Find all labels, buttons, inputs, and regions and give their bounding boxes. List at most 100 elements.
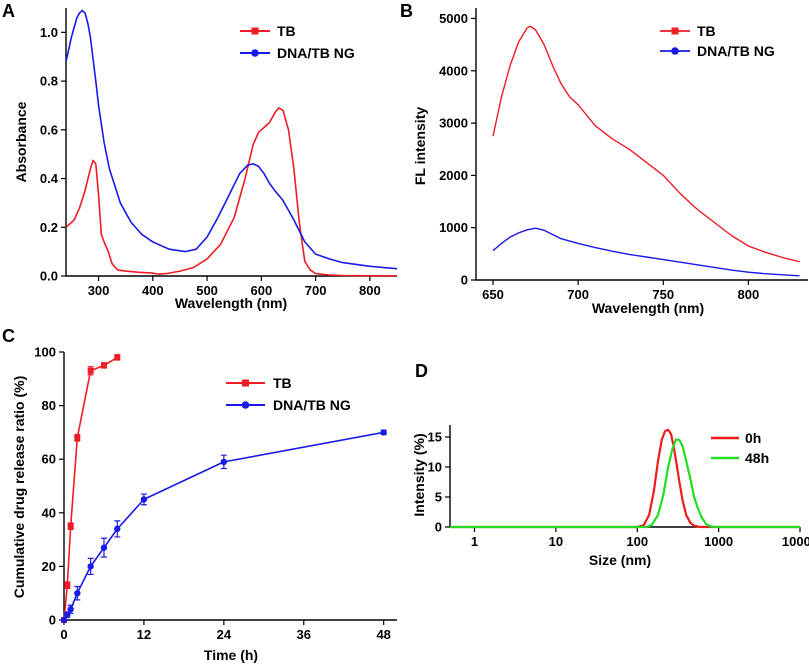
data-point-tb: [114, 354, 121, 361]
panel-b-series: [492, 25, 800, 277]
x-tick-label: 500: [196, 283, 218, 298]
data-point-dna-tb-ng: [220, 458, 228, 466]
chart-panel-b: 0 1000 2000 3000 4000 5000 650 700 750 800 Wavel…: [412, 8, 808, 316]
panel-label-c: C: [2, 326, 15, 346]
data-point-dna-tb-ng: [380, 429, 387, 436]
y-tick-label: 0.4: [40, 171, 59, 186]
data-point-dna-tb-ng: [64, 611, 71, 618]
y-tick-label: 0.0: [40, 269, 58, 284]
data-point-dna-tb-ng: [87, 563, 94, 570]
legend-marker-tb: [251, 27, 259, 35]
y-tick-label: 0: [49, 613, 56, 628]
y-tick-label: 40: [42, 505, 56, 520]
panel-c-axes: [63, 352, 397, 621]
panel-d-series: [450, 428, 800, 529]
y-tick-label: 4000: [439, 63, 468, 78]
y-tick-label: 1000: [439, 220, 468, 235]
data-point-tb: [64, 582, 71, 589]
chart-panel-a: 0.0 0.2 0.4 0.6 0.8 1.0 300 400 500 600 700 800 Wa…: [13, 8, 398, 311]
x-tick-label: 800: [738, 287, 760, 302]
y-tick-label: 0.8: [40, 74, 58, 89]
series-line-0h: [450, 428, 800, 529]
panel-b-x-label: Wavelength (nm): [592, 300, 704, 316]
panel-a-legend: TB DNA/TB NG: [240, 23, 355, 61]
legend-label-tb: TB: [277, 23, 296, 39]
x-tick-label: 600: [250, 283, 272, 298]
panel-a-x-ticks: 300 400 500 600 700 800: [88, 276, 381, 298]
legend-marker-tb: [671, 27, 679, 35]
legend-label-48h: 48h: [745, 450, 769, 466]
y-tick-label: 0: [461, 273, 468, 288]
data-point-tb: [74, 434, 81, 441]
panel-c-x-label: Time (h): [204, 647, 258, 663]
legend-label-tb: TB: [273, 375, 292, 391]
series-line-dna-tb-ng: [65, 9, 398, 270]
panel-d-y-ticks: 0 5 10 15: [428, 430, 450, 535]
x-tick-label: 700: [567, 287, 589, 302]
panel-a-series: [65, 9, 398, 277]
series-line-tb: [65, 107, 397, 277]
x-tick-label: 10: [549, 534, 563, 549]
legend-label-dna-tb-ng: DNA/TB NG: [697, 43, 775, 59]
legend-marker-tb: [242, 379, 249, 387]
legend-label-dna-tb-ng: DNA/TB NG: [273, 397, 351, 413]
series-line-dna-tb-ng: [492, 227, 800, 277]
panel-label-a: A: [2, 1, 15, 21]
x-tick-label: 48: [376, 627, 390, 642]
legend-label-dna-tb-ng: DNA/TB NG: [277, 45, 355, 61]
panel-c-y-ticks: 0 20 40 60 80 100: [34, 345, 64, 628]
panel-b-x-ticks: 650 700 750 800: [482, 280, 759, 302]
legend-marker-dna-tb-ng: [251, 49, 259, 57]
x-tick-label: 400: [142, 283, 164, 298]
data-point-dna-tb-ng: [60, 616, 68, 624]
y-tick-label: 0.6: [40, 122, 58, 137]
series-line-tb: [63, 356, 118, 621]
panel-d-x-label: Size (nm): [589, 552, 651, 568]
y-tick-label: 3000: [439, 116, 468, 131]
panel-c-y-label: Cumulative drug release ratio (%): [11, 376, 27, 599]
panel-d-legend: 0h 48h: [711, 430, 769, 466]
y-tick-label: 2000: [439, 168, 468, 183]
chart-panel-d: 0 5 10 15 1 10 100 1000 10000 Size (nm) Intensi…: [411, 425, 809, 568]
panel-a-y-label: Absorbance: [13, 101, 29, 182]
panel-b-y-label: FL intensity: [412, 107, 428, 186]
y-tick-label: 100: [34, 345, 56, 360]
data-point-dna-tb-ng: [114, 525, 121, 533]
y-tick-label: 5: [435, 490, 442, 505]
x-tick-label: 10000: [782, 534, 809, 549]
panel-c-legend: TB DNA/TB NG: [226, 375, 351, 413]
data-point-dna-tb-ng: [67, 606, 74, 613]
series-line-tb: [492, 25, 800, 263]
y-tick-label: 20: [42, 559, 56, 574]
panel-c-x-ticks: 0 12 24 36 48: [60, 620, 391, 642]
legend-label-0h: 0h: [745, 430, 761, 446]
y-tick-label: 0.2: [40, 220, 58, 235]
y-tick-label: 80: [42, 398, 56, 413]
y-tick-label: 5000: [439, 11, 468, 26]
x-tick-label: 800: [359, 283, 381, 298]
y-tick-label: 60: [42, 452, 56, 467]
data-point-dna-tb-ng: [74, 590, 81, 597]
panel-a-y-ticks: 0.0 0.2 0.4 0.6 0.8 1.0: [40, 25, 66, 284]
x-tick-label: 300: [88, 283, 110, 298]
legend-label-tb: TB: [697, 23, 716, 39]
panel-d-x-ticks: 1 10 100 1000 10000: [471, 527, 809, 549]
x-tick-label: 1000: [704, 534, 733, 549]
panel-c-series: [60, 354, 387, 624]
x-tick-label: 100: [626, 534, 648, 549]
x-tick-label: 12: [137, 627, 151, 642]
panel-d-y-label: Intensity (%): [411, 433, 427, 516]
panel-a-x-label: Wavelength (nm): [175, 295, 287, 311]
x-tick-label: 750: [652, 287, 674, 302]
x-tick-label: 0: [60, 627, 67, 642]
x-tick-label: 1: [471, 534, 478, 549]
x-tick-label: 24: [217, 627, 232, 642]
panel-label-b: B: [400, 1, 413, 21]
data-point-tb: [87, 367, 94, 374]
legend-marker-dna-tb-ng: [671, 47, 679, 55]
data-point-tb: [67, 523, 74, 530]
data-point-dna-tb-ng: [100, 544, 108, 551]
x-tick-label: 36: [297, 627, 311, 642]
x-tick-label: 650: [482, 287, 504, 302]
